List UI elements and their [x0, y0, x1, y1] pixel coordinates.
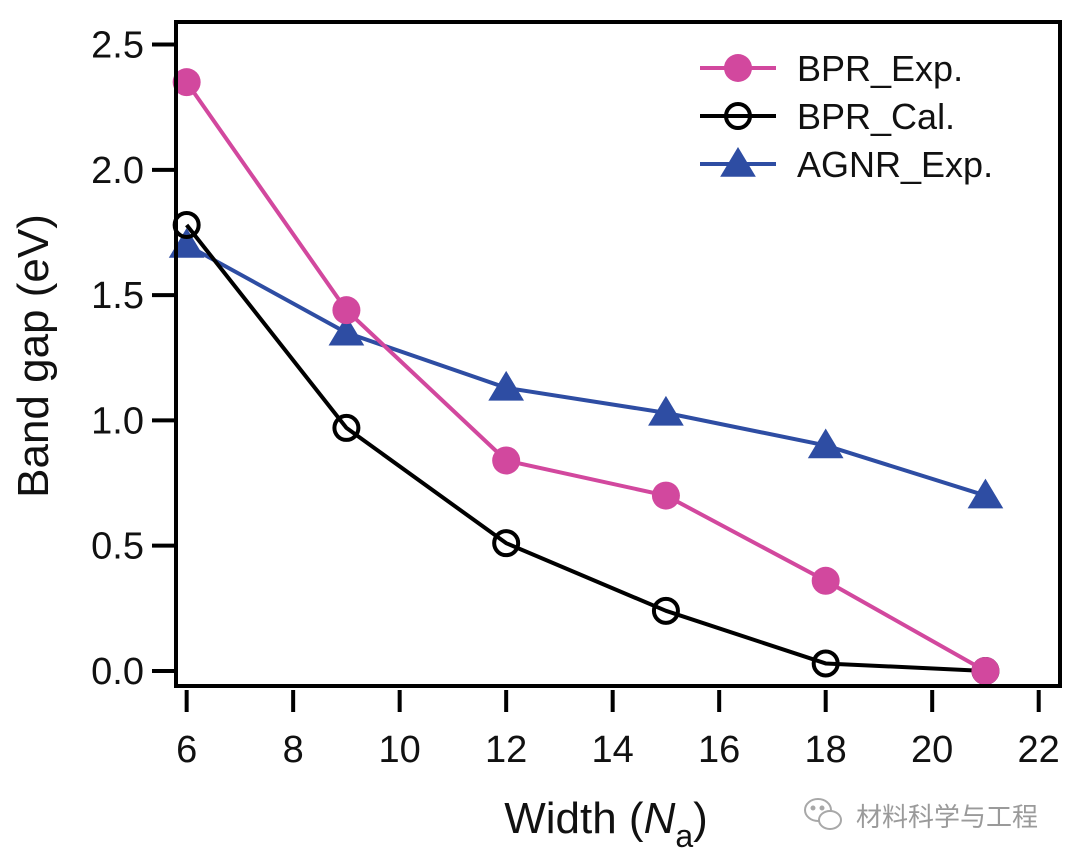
series-layer [168, 68, 1004, 685]
series-line-bpr-exp [185, 80, 987, 673]
x-axis-title-suffix: ) [693, 794, 708, 843]
data-point-bpr-exp [971, 656, 1000, 685]
data-point-bpr-exp [332, 296, 361, 325]
data-point-bpr-exp [492, 446, 521, 475]
x-axis: 6 8 10 12 14 16 18 20 22 [176, 690, 1060, 771]
y-axis: 0.0 0.5 1.0 1.5 2.0 2.5 [91, 25, 174, 693]
series-agnr-exp [168, 228, 1004, 509]
x-tick-label: 20 [911, 729, 953, 771]
y-tick-label: 0.0 [91, 651, 144, 693]
x-axis-title-italic: N [644, 794, 676, 843]
data-point-agnr-exp [967, 478, 1004, 509]
y-tick-label: 1.5 [91, 275, 144, 317]
y-tick-label: 2.0 [91, 150, 144, 192]
series-bpr-cal [172, 210, 1000, 685]
legend-marker [720, 147, 756, 177]
y-tick-label: 1.0 [91, 400, 144, 442]
x-tick-label: 6 [176, 729, 197, 771]
watermark-text: 材料科学与工程 [856, 803, 1038, 833]
x-axis-title-prefix: Width ( [504, 794, 644, 843]
legend: BPR_Exp. BPR_Cal. AGNR_Exp. [700, 48, 993, 185]
y-tick-label: 0.5 [91, 526, 144, 568]
legend-label: AGNR_Exp. [797, 144, 993, 185]
y-tick-label: 2.5 [91, 25, 144, 67]
x-tick-label: 22 [1018, 729, 1060, 771]
legend-marker [724, 54, 752, 82]
plot-frame [174, 20, 1062, 688]
legend-item-bpr-exp: BPR_Exp. [700, 48, 963, 89]
x-tick-label: 18 [805, 729, 847, 771]
data-point-bpr-exp [651, 481, 680, 510]
series-line-bpr-cal [185, 223, 986, 673]
data-point-bpr-exp [811, 566, 840, 595]
x-tick-label: 10 [379, 729, 421, 771]
legend-item-agnr-exp: AGNR_Exp. [700, 144, 993, 185]
x-tick-label: 12 [485, 729, 527, 771]
legend-label: BPR_Cal. [797, 96, 955, 137]
x-axis-title-subscript: a [675, 818, 693, 854]
x-axis-title: Width (Na) [504, 794, 708, 854]
data-point-agnr-exp [648, 395, 684, 426]
x-tick-label: 16 [698, 729, 740, 771]
x-tick-label: 14 [592, 729, 634, 771]
y-axis-title: Band gap (eV) [9, 214, 58, 498]
series-line-agnr-exp [185, 243, 987, 498]
legend-item-bpr-cal: BPR_Cal. [700, 96, 955, 137]
legend-label: BPR_Exp. [797, 48, 963, 89]
data-point-bpr-cal [811, 649, 840, 678]
data-point-agnr-exp [328, 315, 365, 346]
series-bpr-exp [172, 68, 1000, 685]
data-point-bpr-cal [651, 596, 680, 625]
watermark: 材料科学与工程 [804, 798, 1038, 833]
data-point-agnr-exp [807, 428, 844, 459]
data-point-bpr-cal [332, 413, 361, 442]
legend-marker [724, 102, 752, 130]
x-tick-label: 8 [283, 729, 304, 771]
wechat-icon [804, 798, 842, 830]
data-point-bpr-exp [172, 68, 201, 97]
data-point-bpr-cal [492, 529, 521, 558]
data-point-agnr-exp [488, 370, 525, 401]
